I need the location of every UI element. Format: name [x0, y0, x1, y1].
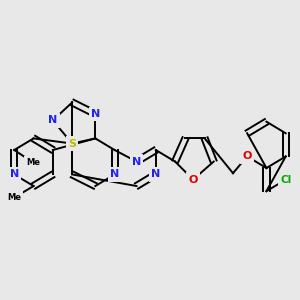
- Text: O: O: [242, 152, 252, 161]
- Text: O: O: [188, 175, 198, 184]
- Text: Me: Me: [27, 158, 40, 167]
- Text: Cl: Cl: [280, 175, 291, 184]
- Text: N: N: [151, 169, 160, 179]
- Text: N: N: [110, 169, 119, 179]
- Text: Me: Me: [7, 193, 21, 202]
- Text: S: S: [68, 139, 76, 148]
- Text: N: N: [91, 109, 100, 119]
- Text: N: N: [10, 169, 19, 179]
- Text: N: N: [132, 157, 141, 166]
- Text: N: N: [48, 116, 58, 125]
